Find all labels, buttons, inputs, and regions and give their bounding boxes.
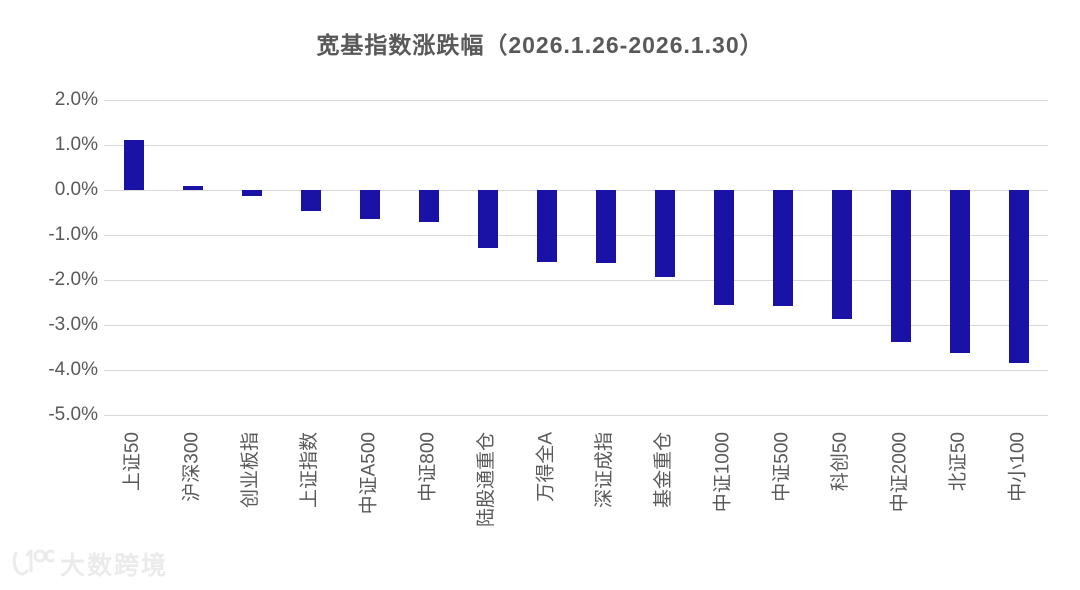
x-axis-label-基金重仓: 基金重仓 — [653, 432, 675, 509]
gridline — [104, 370, 1048, 372]
y-axis-tick-label: 1.0% — [54, 134, 98, 155]
x-axis-label-中证A500: 中证A500 — [358, 432, 380, 515]
y-axis-tick-label: -4.0% — [48, 359, 98, 380]
gridline — [104, 415, 1048, 417]
x-axis-label-深证成指: 深证成指 — [594, 432, 616, 509]
x-axis-label-北证50: 北证50 — [948, 432, 970, 492]
bar-上证指数 — [300, 190, 321, 212]
gridline — [104, 280, 1048, 282]
gridline — [104, 190, 1048, 192]
gridline — [104, 145, 1048, 147]
bar-科创50 — [831, 190, 852, 320]
x-axis-label-上证指数: 上证指数 — [299, 432, 321, 509]
x-axis-label-沪深300: 沪深300 — [181, 432, 203, 502]
watermark: 大数跨境 — [10, 546, 168, 582]
bar-沪深300 — [182, 185, 203, 190]
chart-title: 宽基指数涨跌幅（2026.1.26-2026.1.30） — [316, 32, 764, 58]
x-axis-label-创业板指: 创业板指 — [240, 432, 262, 509]
bar-中证800 — [418, 190, 439, 223]
bar-中证500 — [772, 190, 793, 306]
gridline — [104, 325, 1048, 327]
bar-中小100 — [1008, 190, 1029, 363]
gridline — [104, 100, 1048, 102]
bar-中证2000 — [890, 190, 911, 342]
x-axis-label-万得全A: 万得全A — [535, 432, 557, 502]
bar-中证A500 — [359, 190, 380, 220]
y-axis-tick-label: -3.0% — [48, 314, 98, 335]
bar-基金重仓 — [654, 190, 675, 277]
watermark-label: 大数跨境 — [60, 552, 169, 580]
x-axis-label-科创50: 科创50 — [830, 432, 852, 492]
bar-上证50 — [123, 139, 144, 190]
x-axis-label-上证50: 上证50 — [122, 432, 144, 492]
bar-中证1000 — [713, 190, 734, 305]
x-axis-label-中小100: 中小100 — [1007, 432, 1029, 502]
bar-万得全A — [536, 190, 557, 263]
x-axis-label-中证1000: 中证1000 — [712, 432, 734, 513]
y-axis-tick-label: 2.0% — [54, 89, 98, 110]
x-axis-label-中证500: 中证500 — [771, 432, 793, 502]
x-axis-label-陆股通重仓: 陆股通重仓 — [476, 432, 498, 528]
bar-陆股通重仓 — [477, 190, 498, 248]
x-axis-label-中证800: 中证800 — [417, 432, 439, 502]
bar-创业板指 — [241, 190, 262, 196]
bar-北证50 — [949, 190, 970, 354]
y-axis-tick-label: -5.0% — [48, 404, 98, 425]
gridline — [104, 235, 1048, 237]
bar-深证成指 — [595, 190, 616, 264]
watermark-logo-icon — [10, 547, 58, 582]
y-axis-tick-label: 0.0% — [54, 179, 98, 200]
y-axis-tick-label: -2.0% — [48, 269, 98, 290]
y-axis-tick-label: -1.0% — [48, 224, 98, 245]
x-axis-label-中证2000: 中证2000 — [889, 432, 911, 513]
